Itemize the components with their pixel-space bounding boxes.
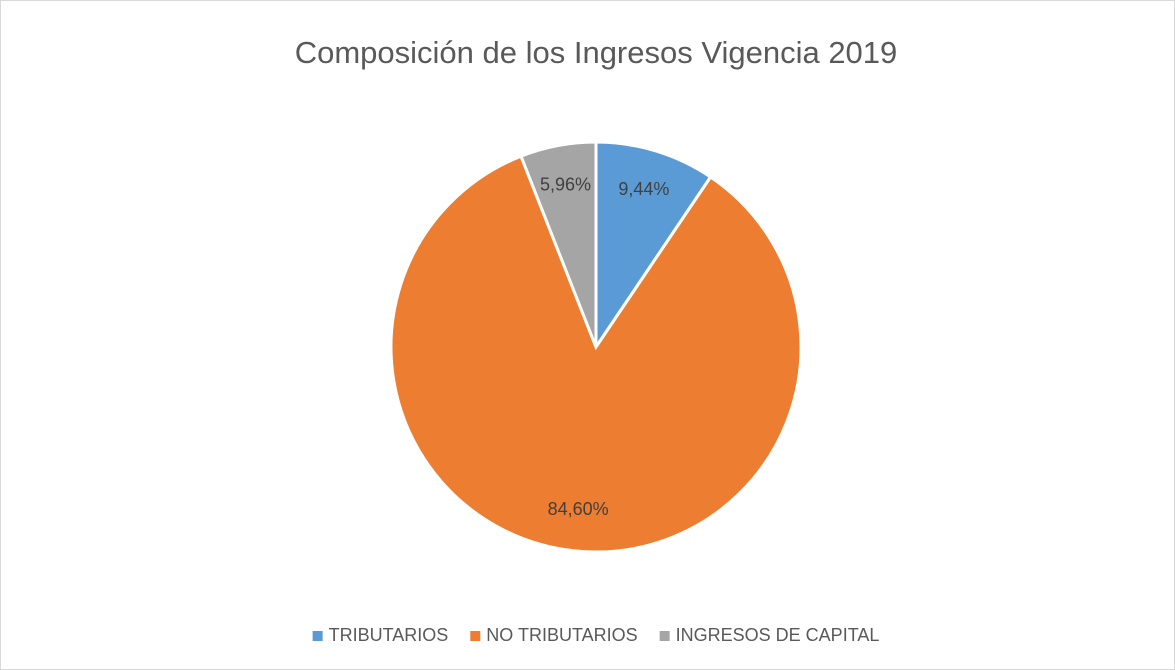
legend-label: NO TRIBUTARIOS	[486, 625, 637, 645]
data-label: 84,60%	[548, 499, 609, 519]
pie-slice	[594, 140, 713, 352]
legend-swatch	[659, 631, 670, 641]
pie-slice	[389, 154, 803, 554]
legend-label: INGRESOS DE CAPITAL	[676, 625, 880, 645]
data-label: 9,44%	[618, 179, 669, 199]
legend-swatch	[312, 631, 323, 641]
pie-slice	[519, 140, 598, 348]
legend-label: TRIBUTARIOS	[329, 625, 449, 645]
legend-swatch	[470, 631, 481, 641]
data-label: 5,96%	[540, 175, 591, 195]
chart-title: Composición de los Ingresos Vigencia 201…	[295, 35, 898, 70]
